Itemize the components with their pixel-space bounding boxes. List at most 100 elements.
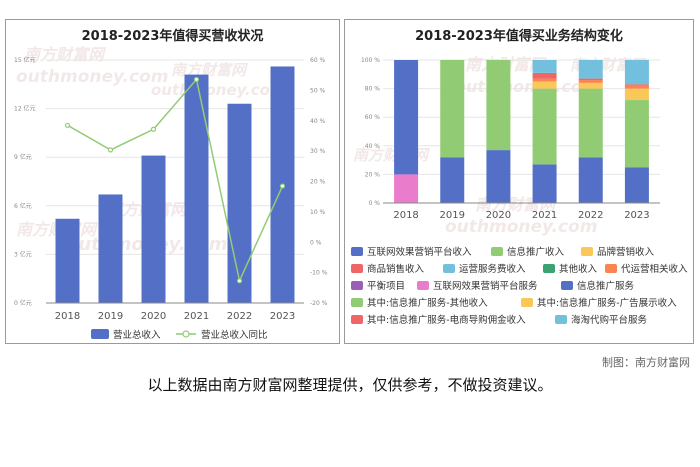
stacked-bar-segment <box>624 84 649 86</box>
revenue-bar <box>227 103 252 304</box>
stacked-bar-segment <box>532 78 557 82</box>
legend-swatch <box>351 247 363 256</box>
stacked-bar-segment <box>486 60 511 151</box>
y-axis-tick-label: 6 亿元 <box>14 202 32 210</box>
x-axis-tick-label: 2023 <box>270 311 295 322</box>
legend-label: 其他收入 <box>559 263 598 275</box>
legend-label: 营业总收入 <box>113 329 161 341</box>
stacked-bar-segment <box>624 88 649 101</box>
watermark-url: outhmoney.com <box>16 67 169 87</box>
revenue-bar <box>141 155 166 303</box>
structure-chart-title: 2018-2023年值得买业务结构变化 <box>415 29 623 44</box>
y-axis-tick-label: 80 % <box>365 86 381 93</box>
legend-swatch <box>491 247 503 256</box>
watermark-url: outhmoney.com <box>455 77 599 96</box>
legend-swatch <box>561 281 573 290</box>
stacked-bar-segment <box>440 60 465 158</box>
x-axis-tick-label: 2019 <box>98 311 123 322</box>
x-axis-tick-label: 2019 <box>440 210 465 221</box>
y2-axis-tick-label: 30 % <box>310 148 326 155</box>
revenue-bar <box>98 194 123 303</box>
legend-swatch <box>351 264 363 273</box>
y-axis-tick-label: 3 亿元 <box>14 250 32 258</box>
legend-label: 互联网效果营销平台收入 <box>367 246 472 258</box>
growth-point <box>150 126 157 132</box>
legend-swatch <box>443 264 455 273</box>
y2-axis-tick-label: 60 % <box>310 57 326 64</box>
revenue-chart-panel: 2018-2023年值得买营收状况 南方财富网 outhmoney.com 南方财富… <box>5 19 340 344</box>
growth-point <box>64 122 71 128</box>
watermark-url: outhmoney.com <box>151 81 286 99</box>
x-axis-tick-label: 2022 <box>578 210 603 221</box>
growth-point <box>236 278 243 284</box>
stacked-bar-segment <box>624 167 649 203</box>
legend-label: 其中:信息推广服务-电商导购佣金收入 <box>367 314 526 326</box>
y-axis-tick-label: 20 % <box>365 171 381 178</box>
x-axis-tick-label: 2021 <box>184 311 209 322</box>
stacked-bar-segment <box>532 88 557 165</box>
stacked-bar-segment <box>578 80 603 83</box>
structure-chart-panel: 2018-2023年值得买业务结构变化 南方财富网outhmoney.com南方… <box>344 19 694 344</box>
stacked-bar-segment <box>532 60 557 73</box>
legend-swatch <box>605 264 617 273</box>
watermark-brand: 南方财富网 <box>171 61 249 79</box>
x-axis-tick-label: 2018 <box>55 311 80 322</box>
y-axis-tick-label: 100 % <box>361 57 380 64</box>
stacked-bar-segment <box>394 60 419 175</box>
stacked-bar-segment <box>532 72 557 79</box>
stacked-bar-segment <box>486 150 511 203</box>
watermark-url: outhmoney.com <box>445 217 598 237</box>
revenue-chart-title: 2018-2023年值得买营收状况 <box>81 29 264 44</box>
growth-point <box>107 147 114 153</box>
y2-axis-tick-label: -10 % <box>310 270 328 277</box>
legend-swatch-growth-dot <box>182 330 190 338</box>
y2-axis-tick-label: 20 % <box>310 179 326 186</box>
x-axis-tick-label: 2023 <box>624 210 649 221</box>
y2-axis-tick-label: 40 % <box>310 118 326 125</box>
legend-swatch <box>417 281 429 290</box>
y-axis-tick-label: 0 % <box>369 200 381 207</box>
growth-point <box>279 183 286 189</box>
legend-label: 营业总收入同比 <box>201 329 268 341</box>
y-axis-tick-label: 9 亿元 <box>14 153 32 161</box>
legend-label: 运营服务费收入 <box>459 263 526 275</box>
growth-line <box>67 77 284 284</box>
y2-axis-tick-label: 10 % <box>310 209 326 216</box>
y2-axis-tick-label: 50 % <box>310 87 326 94</box>
growth-point <box>193 76 200 83</box>
revenue-bar <box>55 218 80 303</box>
x-axis-tick-label: 2021 <box>532 210 557 221</box>
stacked-bar-segment <box>394 174 419 203</box>
stacked-bar-segment <box>578 88 603 158</box>
stacked-bar-segment <box>624 100 649 168</box>
stacked-bar-segment <box>578 82 603 89</box>
legend-label: 信息推广收入 <box>507 246 565 258</box>
stacked-bar-segment <box>578 157 603 203</box>
x-axis-tick-label: 2022 <box>227 311 252 322</box>
legend-swatch <box>555 315 567 324</box>
stacked-bar-segment <box>532 81 557 89</box>
legend-label: 商品销售收入 <box>367 263 425 275</box>
x-axis-tick-label: 2018 <box>393 210 418 221</box>
x-axis-tick-label: 2020 <box>141 311 166 322</box>
revenue-chart-svg: 南方财富网outhmoney.com南方财富网outhmoney.com南方财富… <box>14 45 328 341</box>
y-axis-tick-label: 0 亿元 <box>14 299 32 307</box>
y2-axis-tick-label: 0 % <box>310 239 322 246</box>
revenue-bar <box>184 74 209 303</box>
chart-source-credit: 制图：南方财富网 <box>602 356 690 369</box>
legend-swatch <box>521 298 533 307</box>
stacked-bar-segment <box>624 60 649 85</box>
legend-label: 其中:信息推广服务-广告展示收入 <box>537 297 677 309</box>
legend-label: 品牌营销收入 <box>597 246 655 258</box>
legend-swatch <box>581 247 593 256</box>
y-axis-tick-label: 15 亿元 <box>14 56 36 64</box>
stacked-bar-segment <box>624 85 649 89</box>
y-axis-tick-label: 60 % <box>365 114 381 121</box>
stacked-bar-segment <box>440 157 465 203</box>
legend-label: 信息推广服务 <box>577 280 635 292</box>
legend-swatch <box>351 315 363 324</box>
disclaimer-text: 以上数据由南方财富网整理提供，仅供参考，不做投资建议。 <box>147 376 553 394</box>
y-axis-tick-label: 12 亿元 <box>14 105 36 113</box>
structure-chart-svg: 南方财富网outhmoney.com南方财富网南方财富网outhmoney.co… <box>351 55 688 326</box>
stacked-bar-segment <box>578 78 603 81</box>
